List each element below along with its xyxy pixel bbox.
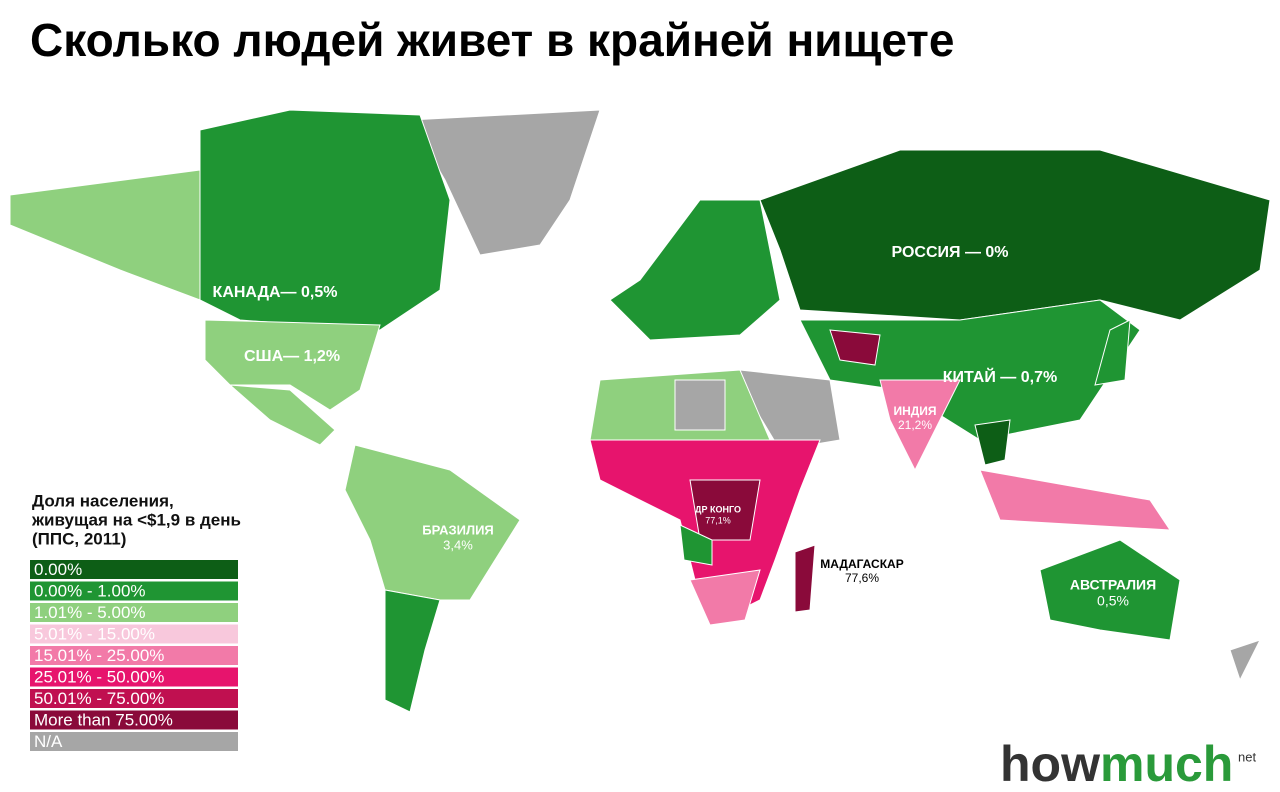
country-label: 21,2% bbox=[898, 418, 932, 432]
logo-tld: net bbox=[1238, 749, 1256, 764]
country-labels: РОССИЯ — 0% КАНАДА— 0,5% США— 1,2% КИТАЙ — … bbox=[213, 244, 1157, 608]
country-label: МАДАГАСКАР bbox=[820, 557, 903, 571]
legend-swatch bbox=[30, 560, 238, 579]
southeast-asia bbox=[979, 469, 1171, 531]
legend-swatch bbox=[30, 667, 238, 687]
australia bbox=[1039, 539, 1181, 641]
legend-label: More than 75.00% bbox=[34, 710, 173, 729]
legend-swatch bbox=[30, 624, 238, 644]
title: Сколько людей живет в крайней нищете bbox=[30, 14, 954, 66]
legend-swatch bbox=[30, 689, 238, 708]
greenland bbox=[409, 109, 601, 256]
world-map bbox=[9, 109, 1271, 713]
angola bbox=[679, 524, 713, 566]
legend-label: 15.01% - 25.00% bbox=[34, 646, 164, 665]
legend-label: N/A bbox=[34, 732, 63, 751]
argentina bbox=[384, 589, 441, 713]
country-label: РОССИЯ — 0% bbox=[891, 244, 1008, 261]
country-label: 3,4% bbox=[443, 537, 473, 552]
sahel bbox=[674, 379, 726, 431]
usa bbox=[204, 319, 381, 411]
china-central-asia bbox=[799, 299, 1141, 441]
legend-swatch bbox=[30, 603, 238, 622]
country-label: 0,5% bbox=[1097, 593, 1129, 609]
madagascar bbox=[794, 544, 816, 613]
legend-swatch bbox=[30, 646, 238, 665]
indochina bbox=[974, 419, 1011, 466]
japan bbox=[1094, 319, 1131, 386]
country-label: АВСТРАЛИЯ bbox=[1070, 577, 1156, 593]
logo-how: how bbox=[1000, 736, 1100, 792]
legend-label: 0.00% - 1.00% bbox=[34, 581, 146, 600]
legend-label: 1.01% - 5.00% bbox=[34, 603, 146, 622]
legend-title: (ППС, 2011) bbox=[32, 529, 126, 548]
legend-label: 25.01% - 50.00% bbox=[34, 667, 164, 686]
country-label: 77,1% bbox=[705, 515, 731, 525]
russia bbox=[759, 149, 1271, 321]
legend-swatch bbox=[30, 710, 238, 730]
legend: Доля населения,живущая на <$1,9 в день(П… bbox=[30, 491, 241, 751]
europe bbox=[609, 199, 781, 341]
country-label: КИТАЙ — 0,7% bbox=[943, 367, 1057, 386]
alaska bbox=[9, 169, 201, 301]
canada bbox=[199, 109, 451, 331]
logo-much: much bbox=[1100, 736, 1233, 792]
central-asia-poor bbox=[829, 329, 881, 366]
legend-title: живущая на <$1,9 в день bbox=[31, 510, 241, 529]
country-label: ДР КОНГО bbox=[695, 504, 741, 514]
legend-swatch bbox=[30, 732, 238, 751]
legend-label: 50.01% - 75.00% bbox=[34, 689, 164, 708]
legend-label: 0.00% bbox=[34, 560, 82, 579]
legend-title: Доля населения, bbox=[32, 491, 174, 510]
country-label: БРАЗИЛИЯ bbox=[422, 522, 494, 537]
country-label: США— 1,2% bbox=[244, 348, 340, 365]
legend-swatch bbox=[30, 581, 238, 601]
india bbox=[879, 379, 961, 472]
country-label: КАНАДА— 0,5% bbox=[213, 284, 338, 301]
logo: howmuch bbox=[1000, 736, 1233, 792]
country-label: 77,6% bbox=[845, 571, 879, 585]
new-zealand bbox=[1229, 639, 1261, 682]
south-africa bbox=[689, 569, 761, 626]
dr-congo bbox=[689, 479, 761, 541]
country-label: ИНДИЯ bbox=[893, 404, 936, 418]
legend-label: 5.01% - 15.00% bbox=[34, 624, 155, 643]
central-america bbox=[228, 384, 336, 446]
